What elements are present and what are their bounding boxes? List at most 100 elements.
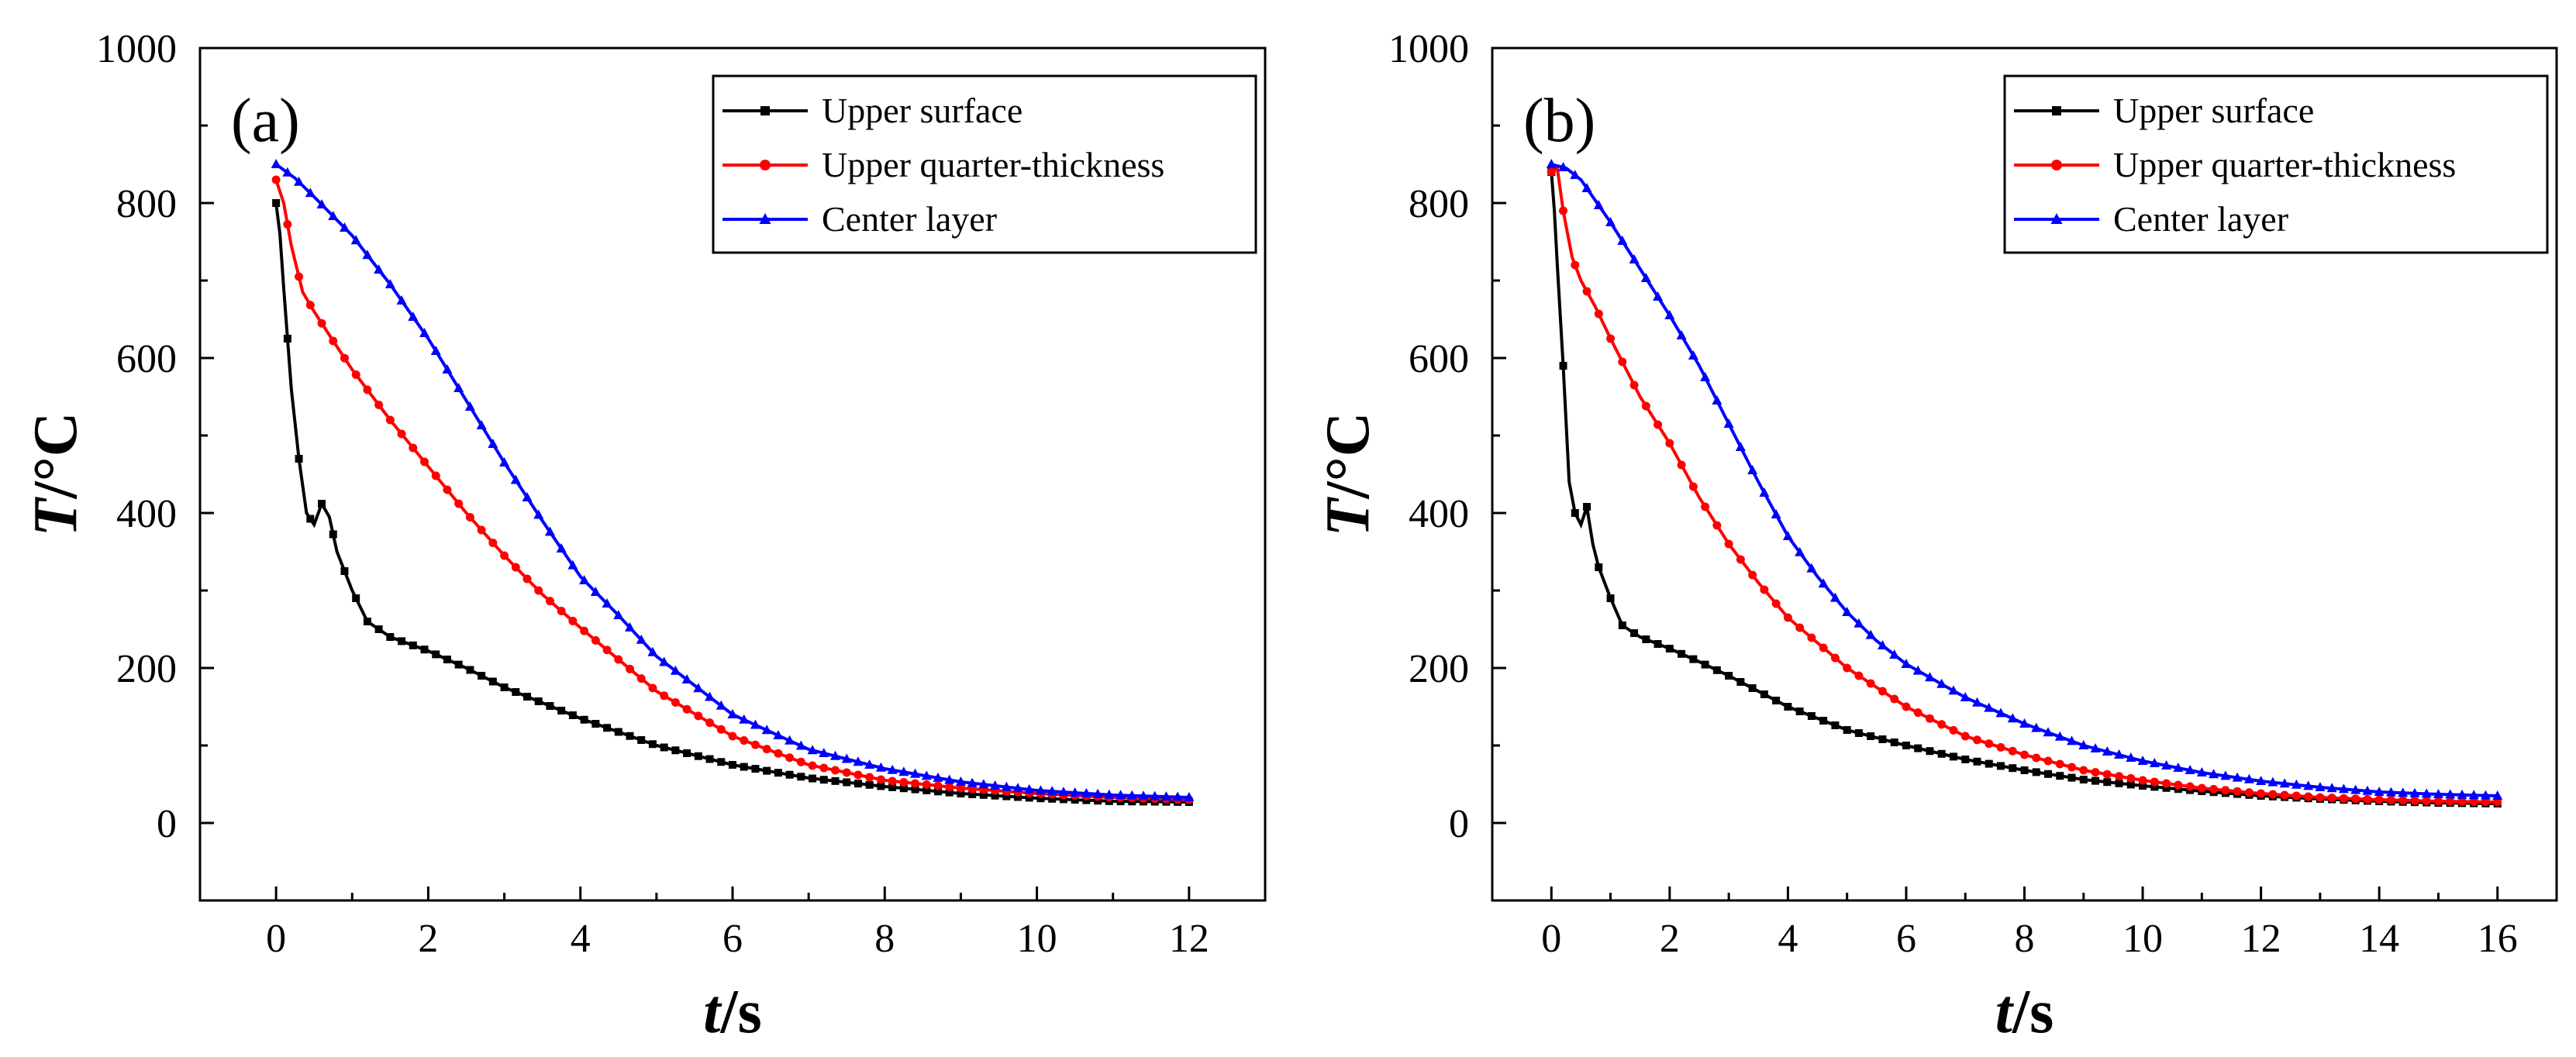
data-point-square xyxy=(1748,684,1757,692)
data-point-circle xyxy=(2374,795,2384,804)
legend-label: Upper surface xyxy=(822,91,1022,130)
data-point-triangle xyxy=(2067,735,2078,745)
data-point-triangle xyxy=(2409,787,2420,797)
data-point-triangle xyxy=(396,295,407,305)
data-point-circle xyxy=(750,740,760,749)
data-point-square xyxy=(2056,772,2064,780)
data-point-triangle xyxy=(1024,783,1035,794)
data-point-triangle xyxy=(1829,592,1840,602)
data-point-circle xyxy=(1866,679,1875,688)
data-point-square xyxy=(1772,697,1781,704)
data-point-square xyxy=(1665,645,1674,652)
data-point-circle xyxy=(2091,768,2100,777)
data-point-triangle xyxy=(853,756,864,766)
data-point-triangle xyxy=(773,730,784,739)
data-point-circle xyxy=(933,781,943,790)
y-tick-label: 1000 xyxy=(1388,27,1469,71)
data-point-square xyxy=(1559,362,1567,370)
data-point-triangle xyxy=(1889,649,1900,659)
data-point-circle xyxy=(2197,783,2206,793)
data-point-circle xyxy=(2067,763,2077,772)
data-point-square xyxy=(1571,509,1579,517)
data-point-square xyxy=(1878,735,1887,743)
data-point-triangle xyxy=(2054,731,2065,741)
data-point-triangle xyxy=(1854,618,1864,628)
data-point-square xyxy=(272,199,281,207)
data-point-circle xyxy=(2446,797,2455,806)
data-point-circle xyxy=(2102,770,2112,779)
y-tick-label: 200 xyxy=(116,647,177,691)
data-point-triangle xyxy=(727,709,738,718)
y-axis-title: T/°C xyxy=(1314,412,1382,537)
data-point-triangle xyxy=(2398,787,2409,797)
data-point-circle xyxy=(682,704,691,714)
x-tick-label: 16 xyxy=(2478,917,2518,961)
x-tick-label: 12 xyxy=(2241,917,2281,961)
data-point-square xyxy=(1914,744,1923,752)
data-point-circle xyxy=(728,732,737,741)
data-point-circle xyxy=(1724,539,1733,549)
data-point-triangle xyxy=(1912,665,1923,675)
data-point-triangle xyxy=(693,683,704,693)
chart-panel-b: 0 2 4 6 8 10 12 14 16 0 200 400 600 800 1000 (b) Upper s… xyxy=(1314,27,2558,1046)
x-tick-label: 10 xyxy=(1017,917,1057,961)
data-point-square xyxy=(1854,729,1863,737)
data-point-circle xyxy=(671,698,680,707)
data-point-circle xyxy=(876,775,885,784)
data-point-square xyxy=(1059,795,1067,804)
data-point-circle xyxy=(1972,735,1981,745)
data-point-square xyxy=(614,728,622,736)
data-point-circle xyxy=(705,718,715,728)
data-point-circle xyxy=(2469,797,2478,807)
x-tick-label: 0 xyxy=(1541,917,1561,961)
data-point-circle xyxy=(899,778,909,787)
legend-marker xyxy=(2050,213,2063,224)
legend-marker xyxy=(759,213,771,224)
data-point-circle xyxy=(580,626,589,635)
data-point-circle xyxy=(1949,725,1958,735)
data-point-circle xyxy=(1771,599,1781,608)
data-point-square xyxy=(1902,742,1910,749)
data-point-triangle xyxy=(739,714,750,724)
data-point-circle xyxy=(1736,555,1745,564)
data-point-circle xyxy=(1606,334,1616,343)
data-point-triangle xyxy=(785,735,795,745)
legend-label: Upper quarter-thickness xyxy=(822,145,1164,184)
data-point-circle xyxy=(1913,708,1923,718)
data-point-triangle xyxy=(2350,784,2361,794)
data-point-square xyxy=(1689,655,1698,663)
data-point-square xyxy=(398,637,406,646)
data-point-triangle xyxy=(2468,790,2479,800)
data-point-square xyxy=(1831,721,1840,729)
data-point-triangle xyxy=(590,587,601,596)
data-point-circle xyxy=(1712,521,1722,530)
legend-marker xyxy=(760,160,771,170)
data-point-circle xyxy=(2316,793,2325,802)
chart-panel-a: 0 2 4 6 8 10 12 0 200 400 600 800 1000 (a) Upper surfa… xyxy=(22,27,1267,1046)
data-point-square xyxy=(432,650,440,659)
data-point-square xyxy=(626,732,634,740)
x-axis-unit: /s xyxy=(2012,978,2054,1046)
data-point-triangle xyxy=(1617,236,1628,245)
data-point-triangle xyxy=(887,764,898,774)
data-point-triangle xyxy=(1138,790,1149,800)
data-point-circle xyxy=(956,783,965,793)
data-point-circle xyxy=(2351,794,2360,804)
data-point-triangle xyxy=(1676,330,1687,339)
data-point-triangle xyxy=(1035,785,1046,795)
data-point-circle xyxy=(557,607,566,615)
data-point-circle xyxy=(1665,439,1674,448)
data-point-triangle xyxy=(294,176,305,186)
data-point-circle xyxy=(1843,663,1852,673)
data-point-square xyxy=(797,773,805,781)
x-tick-label: 4 xyxy=(1778,917,1798,961)
data-point-triangle xyxy=(1712,395,1723,405)
data-point-circle xyxy=(1819,643,1828,652)
data-point-circle xyxy=(2162,779,2171,788)
data-point-circle xyxy=(911,779,920,788)
data-point-square xyxy=(306,515,315,523)
data-point-triangle xyxy=(750,719,760,729)
data-point-triangle xyxy=(464,401,475,411)
data-point-triangle xyxy=(2338,783,2349,794)
